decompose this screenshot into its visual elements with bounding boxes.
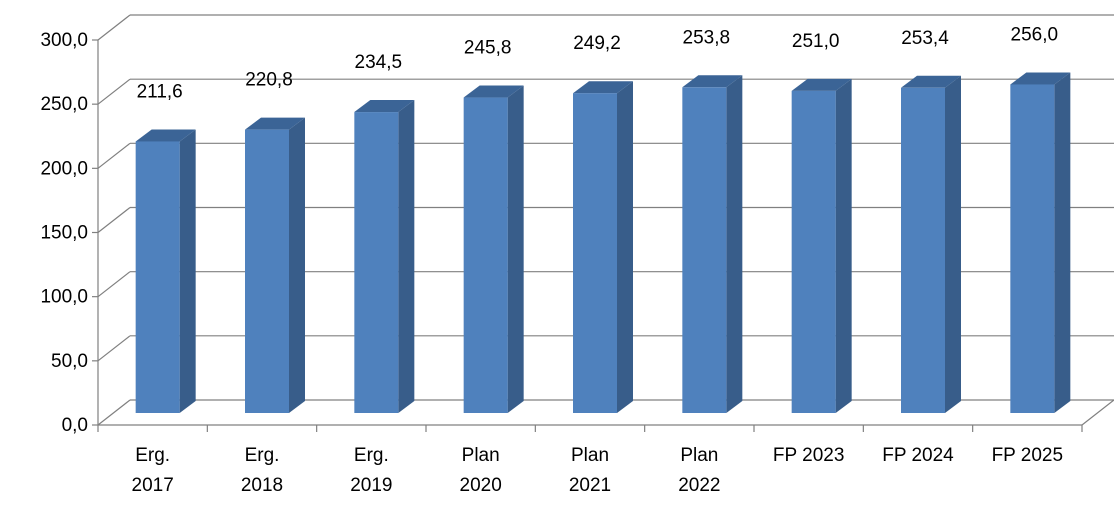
bar-0 bbox=[135, 129, 196, 414]
bar-front bbox=[354, 112, 399, 413]
bar-side bbox=[835, 78, 852, 413]
bar-top bbox=[901, 75, 961, 88]
bar-front bbox=[135, 141, 180, 414]
gridline-diagonal-300 bbox=[97, 14, 131, 41]
category-label: Plan bbox=[571, 445, 609, 466]
bar-8 bbox=[1010, 72, 1071, 413]
bar-front bbox=[791, 90, 836, 413]
bar-5 bbox=[682, 75, 743, 413]
floor-edge bbox=[1081, 399, 1114, 426]
bar-front bbox=[463, 97, 508, 413]
data-label: 211,6 bbox=[137, 81, 183, 102]
y-tick-label: 250,0 bbox=[40, 94, 88, 115]
bar-top bbox=[245, 117, 305, 130]
bars bbox=[135, 72, 1071, 414]
gridline-diagonal-200 bbox=[97, 142, 131, 169]
bar-front bbox=[573, 93, 617, 414]
bar-4 bbox=[573, 81, 633, 414]
category-label: FP 2025 bbox=[992, 445, 1063, 466]
category-label: 2022 bbox=[678, 475, 720, 496]
bar-side bbox=[179, 129, 196, 414]
bar-top bbox=[135, 129, 196, 142]
bar-side bbox=[289, 117, 305, 413]
bar-2 bbox=[354, 100, 415, 413]
bar-front bbox=[1010, 84, 1055, 413]
y-tick-label: 200,0 bbox=[40, 158, 88, 179]
bar-side bbox=[1054, 72, 1071, 413]
gridline-diagonal-250 bbox=[97, 78, 131, 105]
bar-7 bbox=[901, 75, 961, 413]
y-tick-label: 0,0 bbox=[62, 415, 88, 436]
y-tick-label: 300,0 bbox=[40, 30, 88, 51]
bar-front bbox=[682, 87, 727, 413]
category-label: Erg. bbox=[354, 445, 389, 466]
category-label: 2018 bbox=[241, 475, 283, 496]
bar-side bbox=[617, 81, 633, 414]
axes bbox=[92, 39, 1114, 432]
bar-side bbox=[726, 75, 743, 413]
bar-top bbox=[354, 100, 415, 113]
category-label: Plan bbox=[680, 445, 718, 466]
bar-top bbox=[1010, 72, 1071, 85]
y-tick-label: 50,0 bbox=[51, 351, 88, 372]
bar-front bbox=[245, 129, 289, 413]
bar-top bbox=[463, 85, 524, 98]
labels: 0,0 50,0 100,0 150,0 200,0 250,0 300,0 211,6 Erg… bbox=[40, 24, 1063, 496]
category-label: 2020 bbox=[460, 475, 502, 496]
bar-top bbox=[791, 78, 852, 91]
category-label: FP 2024 bbox=[882, 445, 954, 466]
bar-side bbox=[945, 75, 961, 413]
category-label: Erg. bbox=[245, 445, 280, 466]
bar-top bbox=[573, 81, 633, 94]
data-label: 253,4 bbox=[901, 28, 949, 49]
data-label: 256,0 bbox=[1011, 24, 1059, 45]
gridline-diagonal-100 bbox=[97, 271, 131, 298]
data-label: 251,0 bbox=[792, 31, 840, 52]
data-label: 220,8 bbox=[245, 70, 293, 91]
category-label: Erg. bbox=[135, 445, 170, 466]
y-tick-label: 150,0 bbox=[40, 223, 88, 244]
y-tick-label: 100,0 bbox=[40, 287, 88, 308]
bar-top bbox=[682, 75, 743, 88]
gridline-diagonal-150 bbox=[97, 207, 131, 233]
category-label: 2017 bbox=[132, 475, 174, 496]
category-label: 2019 bbox=[350, 475, 392, 496]
bar-side bbox=[507, 85, 524, 413]
data-label: 249,2 bbox=[573, 33, 621, 54]
category-label: 2021 bbox=[569, 475, 611, 496]
gridline-diagonal-50 bbox=[97, 335, 131, 362]
bar-3 bbox=[463, 85, 524, 413]
bar-side bbox=[398, 100, 415, 413]
category-label: Plan bbox=[462, 445, 500, 466]
category-label: FP 2023 bbox=[773, 445, 844, 466]
bar-front bbox=[901, 87, 945, 413]
bar-6 bbox=[791, 78, 852, 413]
data-label: 253,8 bbox=[683, 27, 731, 48]
data-label: 245,8 bbox=[464, 38, 512, 59]
bar-1 bbox=[245, 117, 305, 413]
data-label: 234,5 bbox=[355, 52, 403, 73]
gridline-diagonal-0 bbox=[97, 399, 131, 426]
